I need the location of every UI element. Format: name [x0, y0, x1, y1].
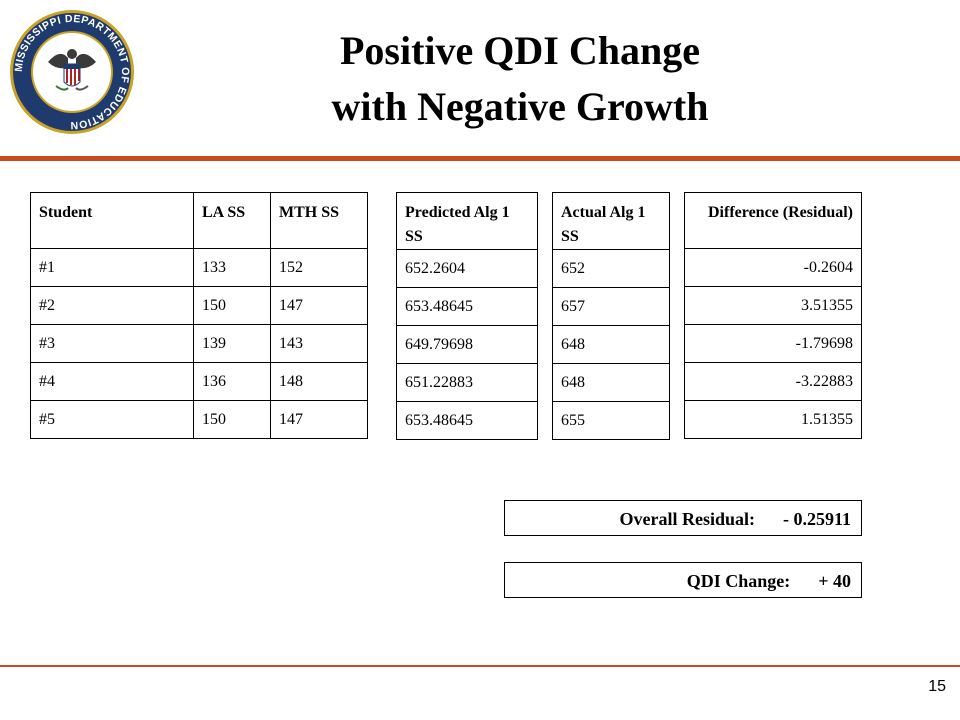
table-row: #1 133 152 [30, 248, 368, 287]
table-row: -1.79698 [684, 324, 862, 363]
overall-residual-label: Overall Residual: [619, 509, 755, 529]
qdi-change-label: QDI Change: [686, 571, 791, 591]
top-divider [0, 156, 960, 161]
cell-student: #4 [30, 362, 194, 401]
mde-seal-logo: MISSISSIPPI DEPARTMENT OF EDUCATION [10, 10, 134, 134]
qdi-change-box: QDI Change: + 40 [504, 562, 862, 598]
bottom-divider [0, 665, 960, 667]
cell-actual: 648 [552, 363, 670, 402]
cell-la: 133 [193, 248, 271, 287]
cell-actual: 657 [552, 287, 670, 326]
table-row: #2 150 147 [30, 286, 368, 325]
cell-predicted: 652.2604 [396, 249, 538, 288]
cell-difference: -1.79698 [684, 324, 862, 363]
table-row: #3 139 143 [30, 324, 368, 363]
actual-table: Actual Alg 1 SS 652 657 648 648 655 [552, 192, 670, 440]
table-row: -3.22883 [684, 362, 862, 401]
difference-table: Difference (Residual) -0.2604 3.51355 -1… [684, 192, 862, 439]
cell-difference: -3.22883 [684, 362, 862, 401]
table-row: 653.48645 [396, 287, 538, 326]
cell-la: 150 [193, 400, 271, 439]
overall-residual-box: Overall Residual: - 0.25911 [504, 500, 862, 536]
table-row: 648 [552, 363, 670, 402]
cell-la: 136 [193, 362, 271, 401]
cell-student: #3 [30, 324, 194, 363]
table-row: #4 136 148 [30, 362, 368, 401]
table-row: 649.79698 [396, 325, 538, 364]
table-header-row: Actual Alg 1 SS [552, 192, 670, 250]
table-row: -0.2604 [684, 248, 862, 287]
table-row: 651.22883 [396, 363, 538, 402]
qdi-change-value: + 40 [818, 571, 851, 591]
table-header-row: Predicted Alg 1 SS [396, 192, 538, 250]
cell-student: #1 [30, 248, 194, 287]
table-row: 653.48645 [396, 401, 538, 440]
cell-mth: 147 [270, 400, 368, 439]
cell-predicted: 653.48645 [396, 401, 538, 440]
cell-la: 139 [193, 324, 271, 363]
header-la-ss: LA SS [193, 192, 271, 249]
cell-difference: 1.51355 [684, 400, 862, 439]
table-row: 655 [552, 401, 670, 440]
table-row: 657 [552, 287, 670, 326]
cell-mth: 148 [270, 362, 368, 401]
cell-la: 150 [193, 286, 271, 325]
overall-residual-value: - 0.25911 [782, 509, 851, 529]
header-actual: Actual Alg 1 SS [552, 192, 670, 250]
header-mth-ss: MTH SS [270, 192, 368, 249]
student-scores-table: Student LA SS MTH SS #1 133 152 #2 150 1… [30, 192, 368, 439]
header-difference: Difference (Residual) [684, 192, 862, 249]
table-row: 648 [552, 325, 670, 364]
table-row: #5 150 147 [30, 400, 368, 439]
slide-title-line-2: with Negative Growth [331, 84, 709, 129]
slide-title-line-1: Positive QDI Change [340, 28, 700, 73]
header-student: Student [30, 192, 194, 249]
table-row: 1.51355 [684, 400, 862, 439]
cell-predicted: 651.22883 [396, 363, 538, 402]
cell-actual: 648 [552, 325, 670, 364]
table-header-row: Difference (Residual) [684, 192, 862, 249]
cell-predicted: 653.48645 [396, 287, 538, 326]
table-row: 3.51355 [684, 286, 862, 325]
cell-actual: 652 [552, 249, 670, 288]
cell-student: #2 [30, 286, 194, 325]
predicted-table: Predicted Alg 1 SS 652.2604 653.48645 64… [396, 192, 538, 440]
table-header-row: Student LA SS MTH SS [30, 192, 368, 249]
header-predicted: Predicted Alg 1 SS [396, 192, 538, 250]
cell-difference: 3.51355 [684, 286, 862, 325]
cell-mth: 152 [270, 248, 368, 287]
eagle-emblem [48, 49, 96, 91]
cell-student: #5 [30, 400, 194, 439]
page-number: 15 [928, 678, 946, 695]
cell-predicted: 649.79698 [396, 325, 538, 364]
table-row: 652 [552, 249, 670, 288]
cell-difference: -0.2604 [684, 248, 862, 287]
cell-actual: 655 [552, 401, 670, 440]
cell-mth: 147 [270, 286, 368, 325]
table-row: 652.2604 [396, 249, 538, 288]
cell-mth: 143 [270, 324, 368, 363]
